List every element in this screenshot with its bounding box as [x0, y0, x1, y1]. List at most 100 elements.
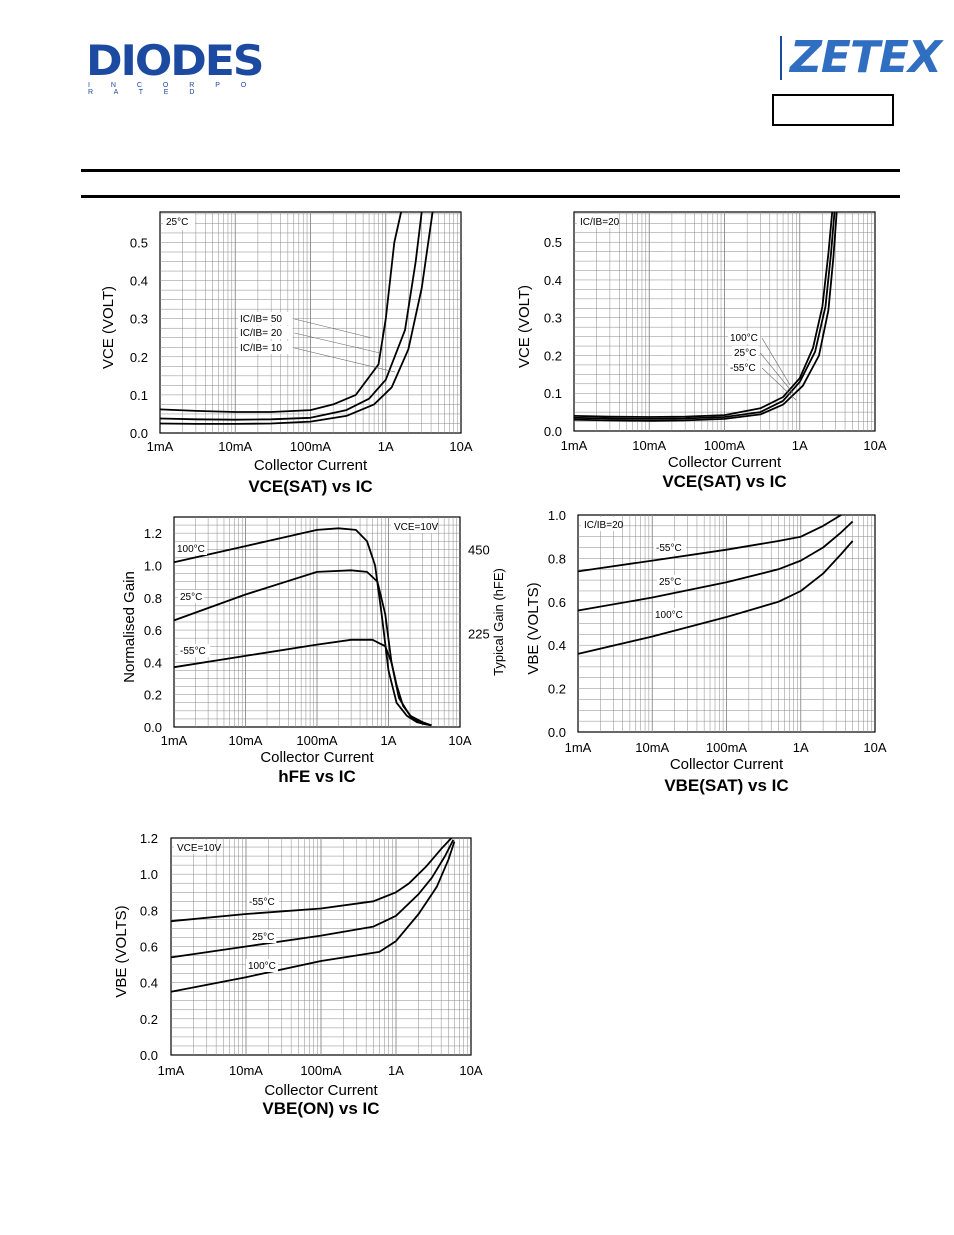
x-tick-label: 100mA: [704, 438, 746, 453]
x-tick-label: 1A: [381, 733, 397, 748]
x-tick-label: 1mA: [565, 740, 592, 755]
x-tick-label: 100mA: [290, 439, 332, 454]
series-annotation: 25°C: [180, 592, 202, 603]
chart-caption: VCE(SAT) vs IC: [248, 477, 372, 496]
chart-caption: VBE(SAT) vs IC: [664, 776, 788, 795]
series-annotation: -55°C: [249, 897, 275, 908]
chart-caption: hFE vs IC: [278, 767, 355, 786]
x-tick-label: 10A: [863, 438, 886, 453]
y-tick-label: 1.2: [140, 831, 158, 846]
series-line-3: [159, 211, 434, 425]
y2-axis-label: Typical Gain (hFE): [491, 568, 506, 676]
annotation-bg: [728, 361, 760, 374]
annotation-bg: [250, 930, 277, 943]
x-tick-label: 10mA: [229, 1063, 263, 1078]
series-line-3: [577, 540, 854, 655]
chart-caption: VCE(SAT) vs IC: [662, 472, 786, 491]
y-tick-label: 0.2: [144, 688, 162, 703]
series-annotation: 25°C: [659, 577, 681, 588]
y-axis-label: VBE (VOLTS): [525, 582, 542, 674]
diodes-logo-subtitle: I N C O R P O R A T E D: [88, 82, 256, 96]
x-tick-label: 10mA: [632, 438, 666, 453]
grid: [578, 515, 875, 732]
x-tick-label: 100mA: [296, 733, 338, 748]
y-tick-label: 0.8: [548, 551, 566, 566]
series-line-1: [573, 211, 834, 418]
x-tick-label: 1A: [793, 740, 809, 755]
annotation-bg: [732, 346, 759, 359]
series-annotation: 100°C: [177, 544, 205, 555]
part-number-box: [772, 94, 894, 126]
y-tick-label: 0.3: [130, 312, 148, 327]
y-tick-label: 0.4: [144, 655, 162, 670]
corner-label-bg: [163, 214, 195, 230]
annotation-leader: [294, 347, 396, 373]
y-tick-label: 0.5: [130, 235, 148, 250]
chart-1: 0.0 0.1 0.2 0.3 0.4 0.5 1mA 10mA 100mA 1A 10A VCE (…: [100, 211, 473, 496]
series-annotation: -55°C: [656, 543, 682, 554]
y-tick-label: 1.0: [144, 558, 162, 573]
x-tick-label: 1mA: [161, 733, 188, 748]
y-tick-label: 0.6: [548, 595, 566, 610]
y-tick-label: 0.4: [140, 976, 158, 991]
y-tick-label: 0.8: [144, 591, 162, 606]
series-annotation: IC/IB= 50: [240, 314, 282, 325]
series-annotation: 25°C: [734, 348, 756, 359]
series-line-1: [170, 837, 453, 923]
x-tick-label: 1mA: [147, 439, 174, 454]
annotation-bg: [175, 542, 207, 555]
header-rule-top: [81, 169, 900, 172]
y-tick-label: 0.1: [544, 386, 562, 401]
header-rule-bottom: [81, 195, 900, 198]
y-tick-label: 0.3: [544, 311, 562, 326]
x-tick-label: 1mA: [158, 1063, 185, 1078]
corner-label: VCE=10V: [394, 522, 439, 533]
x-tick-label: 10mA: [218, 439, 252, 454]
y-tick-label: 0.0: [548, 725, 566, 740]
y-tick-label: 0.8: [140, 903, 158, 918]
x-axis-label: Collector Current: [264, 1082, 378, 1099]
chart-5: 0.0 0.2 0.4 0.6 0.8 1.0 1.2 1mA 10mA 100mA 1A 10A VB…: [113, 831, 483, 1118]
series-annotation: 25°C: [252, 932, 274, 943]
y-tick-label: 0.4: [548, 638, 566, 653]
grid: [574, 212, 875, 431]
annotation-bg: [728, 331, 760, 344]
annotation-bg: [654, 541, 686, 554]
x-tick-label: 100mA: [706, 740, 748, 755]
x-axis-label: Collector Current: [668, 454, 782, 471]
corner-label: IC/IB=20: [584, 520, 624, 531]
series-line-3: [173, 638, 432, 727]
x-axis-label: Collector Current: [254, 457, 368, 474]
series-line-2: [577, 520, 854, 612]
y-tick-label: 1.2: [144, 526, 162, 541]
y-tick-label: 0.2: [130, 350, 148, 365]
series-annotation: 100°C: [248, 961, 276, 972]
x-tick-label: 10A: [449, 439, 472, 454]
y-tick-label: 0.1: [130, 388, 148, 403]
series-line-2: [159, 211, 423, 421]
diodes-logo: DIODES I N C O R P O R A T E D: [86, 40, 264, 97]
corner-label: VCE=10V: [177, 843, 222, 854]
annotation-leader: [761, 337, 791, 386]
zetex-logo: ZETEX: [780, 34, 942, 82]
y-tick-label: 0.2: [544, 348, 562, 363]
zetex-logo-word: ZETEX: [790, 32, 942, 83]
diodes-logo-word: DIODES: [86, 36, 264, 85]
annotation-bg: [238, 312, 293, 325]
zetex-logo-bar: [780, 36, 782, 80]
y-tick-label: 0.4: [130, 274, 148, 289]
annotation-bg: [238, 341, 293, 354]
x-tick-label: 10A: [863, 740, 886, 755]
x-axis-label: Collector Current: [670, 756, 784, 773]
y2-tick-label: 450: [468, 542, 490, 557]
y-tick-label: 0.6: [140, 940, 158, 955]
y-tick-label: 0.0: [144, 720, 162, 735]
y-axis-label: VCE (VOLT): [100, 286, 117, 369]
series-line-1: [577, 514, 842, 573]
corner-label: 25°C: [166, 217, 188, 228]
x-tick-label: 10A: [459, 1063, 482, 1078]
x-tick-label: 1mA: [561, 438, 588, 453]
annotation-leader: [294, 318, 373, 339]
y-tick-label: 0.2: [140, 1012, 158, 1027]
corner-label-bg: [174, 840, 216, 854]
